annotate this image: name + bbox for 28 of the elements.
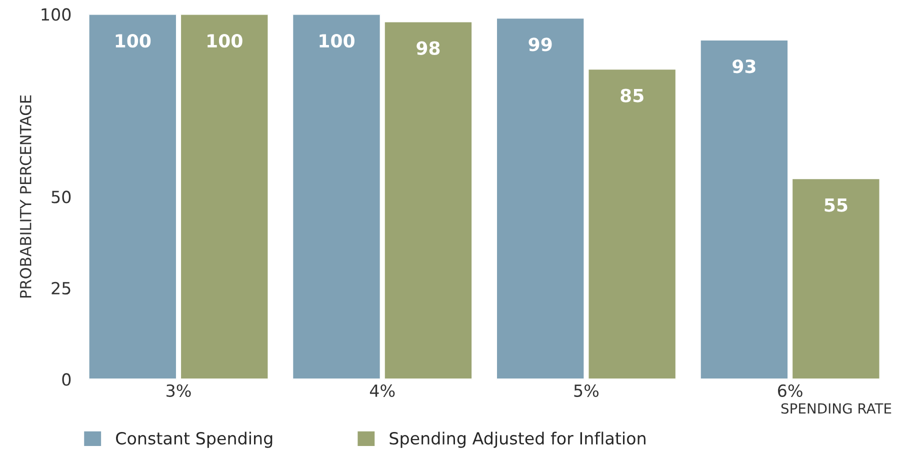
y-tick-label: 25	[52, 282, 70, 295]
x-tick-label: 4%	[370, 384, 395, 397]
x-tick-label: 3%	[166, 384, 191, 397]
x-tick-label: 5%	[574, 384, 599, 397]
data-label: 55	[824, 198, 848, 212]
y-tick-label: 0	[62, 373, 71, 386]
y-tick-label: 50	[52, 190, 71, 204]
bar	[496, 17, 586, 380]
data-label: 100	[208, 34, 242, 48]
y-axis-title: PROBABILITY PERCENTAGE	[20, 95, 32, 298]
data-label: 99	[528, 38, 552, 52]
data-label: 98	[416, 41, 440, 55]
bar	[88, 14, 178, 380]
data-label: 93	[732, 60, 756, 74]
bar	[384, 20, 473, 380]
data-label: 100	[116, 34, 151, 48]
bar	[180, 14, 270, 380]
bar	[292, 14, 382, 380]
bar	[791, 178, 881, 380]
bar	[699, 39, 789, 380]
data-label: 85	[620, 88, 644, 102]
x-tick-label: 6%	[778, 384, 802, 397]
bar	[587, 68, 677, 380]
x-axis-title: SPENDING RATE	[781, 403, 892, 414]
legend-label: Spending Adjusted for Inflation	[390, 432, 646, 448]
data-label: 100	[320, 34, 354, 48]
y-tick-label: 100	[42, 8, 71, 21]
legend-label: Constant Spending	[116, 432, 272, 448]
